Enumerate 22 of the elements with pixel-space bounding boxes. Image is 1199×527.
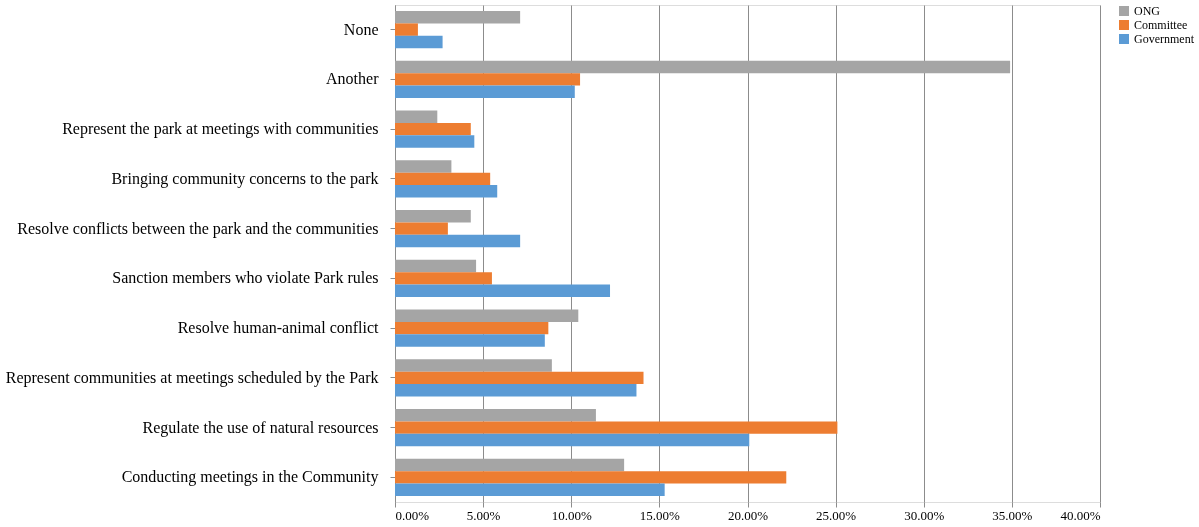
x-tick-label: 30.00% bbox=[904, 507, 945, 523]
x-tick-label: 10.00% bbox=[551, 507, 592, 523]
y-tick-label: Conducting meetings in the Community bbox=[121, 468, 379, 487]
y-tick-label: Sanction members who violate Park rules bbox=[112, 269, 379, 287]
legend-label: Government bbox=[1134, 32, 1195, 46]
y-tick-label: Resolve human-animal conflict bbox=[177, 319, 380, 337]
y-tick-label: Regulate the use of natural resources bbox=[142, 418, 379, 437]
x-tick-label: 25.00% bbox=[816, 507, 857, 523]
x-tick-label: 5.00% bbox=[466, 507, 501, 523]
x-tick-label: 15.00% bbox=[639, 507, 681, 523]
y-tick-label: Resolve conflicts between the park and the communities bbox=[17, 219, 379, 238]
y-tick-label: Another bbox=[326, 70, 380, 88]
x-tick-label: 35.00% bbox=[992, 507, 1033, 523]
legend-label: Committee bbox=[1134, 18, 1188, 32]
y-tick-label: Represent the park at meetings with communities bbox=[62, 120, 379, 139]
x-tick-label: 20.00% bbox=[727, 507, 769, 523]
legend-label: ONG bbox=[1134, 4, 1161, 18]
y-tick-label: Bringing community concerns to the park bbox=[111, 169, 379, 188]
y-tick-label: Represent communities at meetings scheduled by the Park bbox=[5, 368, 379, 387]
y-tick-label: None bbox=[343, 20, 379, 38]
x-tick-label: 0.00% bbox=[395, 507, 430, 523]
x-tick-label: 40.00% bbox=[1060, 507, 1101, 523]
